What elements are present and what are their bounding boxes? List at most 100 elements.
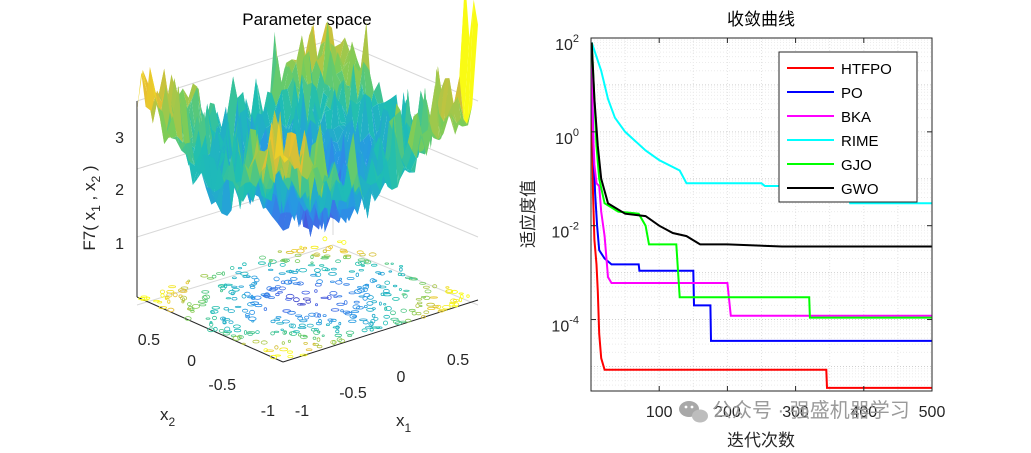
contour-mark	[222, 331, 231, 336]
contour-mark	[316, 279, 323, 284]
series-line-gwo	[591, 42, 932, 248]
y-tick-label: 100	[555, 127, 579, 148]
series-line-bka	[591, 42, 932, 317]
contour-mark	[298, 333, 302, 337]
contour-mark	[242, 308, 249, 313]
legend-label: RIME	[841, 133, 879, 150]
surface-facet	[301, 74, 312, 134]
y-tick-label: 10-2	[551, 221, 579, 242]
surface-facet	[363, 138, 374, 181]
contour-mark	[273, 318, 281, 322]
contour-mark	[404, 276, 413, 280]
contour-mark	[160, 293, 165, 298]
surface-facet	[182, 83, 193, 108]
contour-mark	[321, 334, 325, 337]
contour-mark	[280, 328, 284, 332]
contour-mark	[159, 289, 166, 294]
y-tick-label: 102	[555, 33, 579, 54]
contour-mark	[295, 268, 299, 273]
contour-mark	[392, 296, 400, 301]
contour-mark	[279, 262, 286, 267]
surface-facet	[323, 86, 334, 112]
contour-mark	[415, 311, 422, 316]
contour-mark	[330, 267, 337, 271]
surface-facet	[227, 154, 238, 193]
contour-mark	[371, 307, 376, 310]
x2-tick-label: -0.5	[208, 377, 236, 394]
z-tick-label: 1	[115, 236, 124, 253]
surface-facet	[197, 154, 208, 186]
contour-mark	[384, 262, 389, 265]
x2-axis-label: x2	[160, 405, 176, 429]
series-line-htfpo	[591, 42, 932, 389]
contour-mark	[310, 245, 319, 249]
contour-mark	[366, 307, 375, 312]
surface-facet	[208, 155, 219, 197]
contour-mark	[397, 272, 402, 276]
contour-mark	[329, 280, 335, 283]
contour-mark	[340, 250, 349, 254]
contour-mark	[356, 250, 364, 255]
contour-mark	[201, 295, 208, 301]
surface-facet	[237, 150, 248, 202]
surface-facet	[334, 37, 345, 65]
contour-mark	[319, 264, 325, 267]
contour-mark	[285, 270, 295, 273]
svg-text:F7( x1 , x2 ): F7( x1 , x2 )	[80, 165, 103, 250]
surface-facet	[394, 131, 405, 181]
surface-facet	[343, 206, 354, 222]
contour-mark	[299, 353, 308, 357]
surface-facet	[281, 88, 292, 129]
surface-facet	[347, 132, 358, 189]
surface-facet	[301, 25, 312, 68]
surface-facet	[271, 195, 282, 223]
contour-mark	[322, 314, 327, 318]
contour-mark	[246, 331, 256, 335]
contour-mark	[335, 329, 340, 334]
contour-mark	[321, 255, 330, 258]
surface-facet	[372, 103, 383, 133]
contour-mark	[315, 321, 322, 326]
contour-mark	[230, 334, 237, 337]
surface-facet	[336, 179, 347, 203]
x2-tick-label: 0	[187, 353, 196, 370]
surface-plot: Parameter space 1 2 3	[80, 0, 479, 435]
surface-facet	[330, 161, 341, 192]
contour-mark	[415, 303, 420, 309]
surface-facet	[416, 134, 427, 159]
contour-mark	[326, 295, 332, 300]
z-tick-label: 3	[115, 130, 124, 147]
contour-mark	[290, 323, 296, 329]
contour-mark	[257, 261, 266, 265]
contour-mark	[294, 259, 301, 264]
contour-mark	[242, 262, 247, 267]
x1-tick-label: 0.5	[447, 352, 469, 369]
contour-mark	[353, 300, 360, 304]
surface-facet	[290, 134, 301, 170]
contour-mark	[314, 303, 318, 307]
contour-mark	[311, 253, 320, 257]
contour-mark	[445, 286, 450, 289]
contour-mark	[411, 311, 417, 316]
contour-mark	[333, 295, 338, 298]
contour-mark	[453, 302, 459, 307]
contour-mark	[211, 306, 220, 310]
surface-facet	[214, 158, 225, 199]
contour-mark	[353, 289, 363, 294]
contour-mark	[313, 268, 321, 273]
contour-mark	[459, 294, 464, 300]
surface-facet	[214, 164, 225, 193]
contour-mark	[335, 280, 343, 285]
contour-mark	[349, 314, 358, 319]
x2-tick-label: 0.5	[138, 332, 160, 349]
series-line-gjo	[591, 42, 932, 319]
surface-facet	[450, 112, 461, 135]
surface-facet	[370, 182, 381, 202]
contour-mark	[277, 291, 283, 294]
surface-facet	[350, 99, 361, 137]
surface-facet	[419, 87, 430, 143]
contour-mark	[297, 302, 304, 306]
contour-mark	[296, 248, 305, 254]
contour-mark	[289, 276, 298, 281]
contour-mark	[252, 339, 260, 344]
